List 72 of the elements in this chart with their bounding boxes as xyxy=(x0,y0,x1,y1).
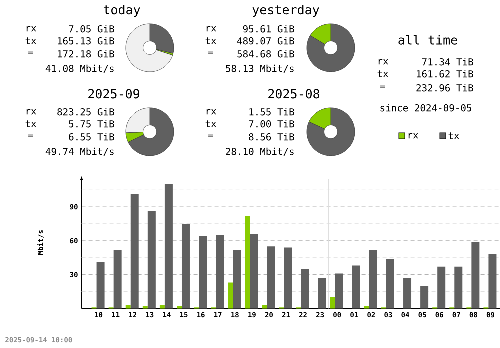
text: 489.07 GiB xyxy=(237,37,294,45)
bar xyxy=(488,254,497,309)
text: 58.13 Mbit/s xyxy=(226,64,294,74)
text: 232.96 TiB xyxy=(416,84,474,92)
bar xyxy=(126,305,131,309)
bar xyxy=(438,266,446,309)
text: = xyxy=(28,52,34,55)
text: 172.18 GiB xyxy=(58,50,114,58)
bar xyxy=(454,266,463,309)
text: rx xyxy=(26,109,36,115)
text: 28.10 Mbit/s xyxy=(226,148,294,156)
text: = xyxy=(208,52,214,55)
bar xyxy=(228,282,234,309)
text: 5.75 TiB xyxy=(69,120,114,128)
bar xyxy=(130,194,139,309)
text: since 2024-09-05 xyxy=(380,104,472,112)
text: 165.13 GiB xyxy=(58,37,114,45)
text: tx xyxy=(378,70,388,78)
legend-label: rx xyxy=(408,133,418,139)
text: 584.68 GiB xyxy=(238,50,294,58)
text: 7.00 TiB xyxy=(249,120,294,128)
text: = xyxy=(28,134,34,138)
text: 823.25 GiB xyxy=(58,108,114,116)
text: 8.56 TiB xyxy=(249,133,294,141)
bar xyxy=(245,216,250,309)
text: = xyxy=(208,134,214,138)
text: = xyxy=(380,86,386,89)
text: rx xyxy=(206,26,216,32)
chart-title: 2025-08 xyxy=(268,89,320,99)
bar xyxy=(199,236,208,309)
bar xyxy=(330,297,336,309)
bar xyxy=(352,266,360,309)
text: all time xyxy=(398,35,458,45)
text: tx xyxy=(26,120,36,128)
text: 41.08 Mbit/s xyxy=(46,64,114,74)
bar xyxy=(114,250,122,309)
bar xyxy=(335,274,344,309)
bar xyxy=(233,250,242,309)
bar xyxy=(404,278,412,309)
bar xyxy=(301,269,310,309)
bar xyxy=(216,235,224,309)
chart-title: 2025-09 xyxy=(88,89,140,99)
text: rx xyxy=(206,109,216,115)
bar xyxy=(96,262,105,309)
bar xyxy=(262,305,268,309)
text: 7.05 GiB xyxy=(69,25,114,33)
bar xyxy=(160,305,165,309)
bar xyxy=(284,248,292,309)
text: rx xyxy=(26,26,36,32)
bar xyxy=(182,224,190,309)
bar xyxy=(386,259,394,309)
bar xyxy=(267,246,276,309)
bar xyxy=(164,184,173,309)
bar xyxy=(472,242,480,309)
bar xyxy=(148,212,156,309)
text: tx xyxy=(206,38,216,44)
text: 49.74 Mbit/s xyxy=(46,148,114,156)
text: rx xyxy=(378,59,388,65)
chart-title: yesterday xyxy=(252,4,320,18)
chart-title: today xyxy=(104,4,140,18)
text: 71.34 TiB xyxy=(422,58,474,66)
text: 1.55 TiB xyxy=(250,108,294,116)
bar xyxy=(420,286,429,309)
text: 161.62 TiB xyxy=(417,70,474,78)
text: 95.61 GiB xyxy=(243,25,294,33)
legend-label: tx xyxy=(448,132,460,140)
text: 6.55 TiB xyxy=(69,133,114,141)
bar xyxy=(250,234,258,309)
text: tx xyxy=(206,120,216,128)
text: tx xyxy=(26,38,36,44)
bar xyxy=(369,250,378,309)
bar xyxy=(318,278,326,309)
